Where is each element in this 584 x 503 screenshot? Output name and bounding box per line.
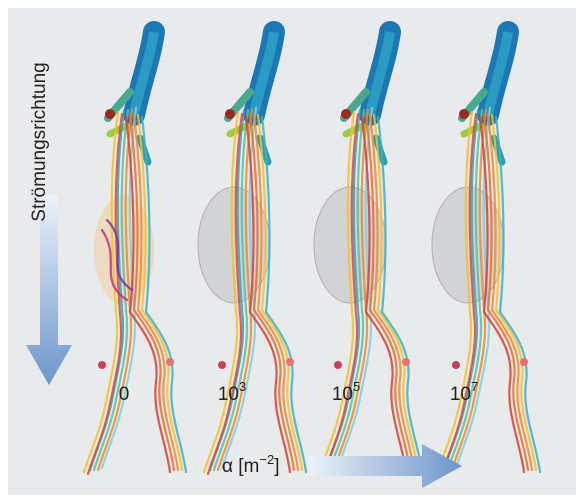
page: {"figure": { "flow_direction": "Strömung… [0,0,584,503]
label-exponent: 3 [239,379,246,394]
panel-label: 0 [119,384,130,405]
figure: Strömungsrichtung 0 103 105 107 α [m−2] [0,0,584,503]
label-base: 10 [332,384,353,405]
label-base: 10 [218,384,239,405]
axis-label-suffix: ] [274,456,279,477]
label-base: 10 [450,384,471,405]
label-base: 0 [119,384,130,405]
axis-label-exponent: −2 [259,452,274,467]
label-exponent: 5 [353,379,360,394]
axis-label-prefix: α [m [222,456,259,477]
label-exponent: 7 [471,379,478,394]
flow-direction-label: Strömungsrichtung [29,62,50,221]
